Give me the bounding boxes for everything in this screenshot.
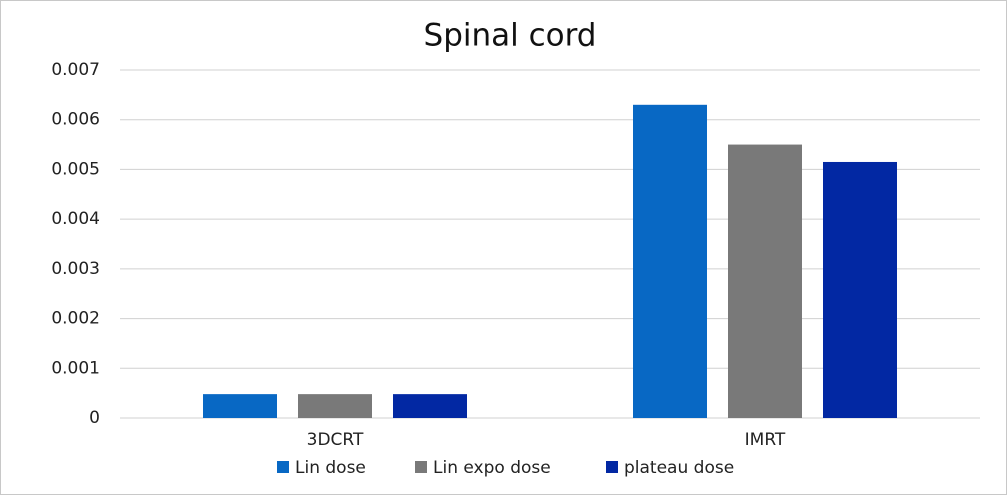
bar — [393, 394, 467, 418]
y-tick-label: 0 — [89, 408, 100, 428]
y-tick-label: 0.007 — [51, 60, 100, 80]
bar — [823, 161, 897, 418]
x-tick-label: IMRT — [745, 430, 786, 450]
legend-label: Lin dose — [295, 458, 366, 478]
legend-label: Lin expo dose — [433, 458, 551, 478]
bar — [203, 394, 277, 418]
legend-swatch — [606, 461, 618, 473]
bar — [728, 144, 802, 419]
legend-label: plateau dose — [624, 458, 734, 478]
y-tick-label: 0.002 — [51, 309, 100, 329]
chart-title: Spinal cord — [424, 18, 597, 54]
legend-swatch — [277, 461, 289, 473]
y-tick-label: 0.001 — [51, 358, 100, 378]
legend-swatch — [415, 461, 427, 473]
y-tick-label: 0.006 — [51, 110, 100, 130]
y-tick-label: 0.004 — [51, 209, 100, 229]
bar — [298, 394, 372, 418]
x-tick-label: 3DCRT — [307, 430, 364, 450]
bar — [633, 104, 707, 419]
y-tick-label: 0.005 — [51, 159, 100, 179]
y-tick-label: 0.003 — [51, 259, 100, 279]
